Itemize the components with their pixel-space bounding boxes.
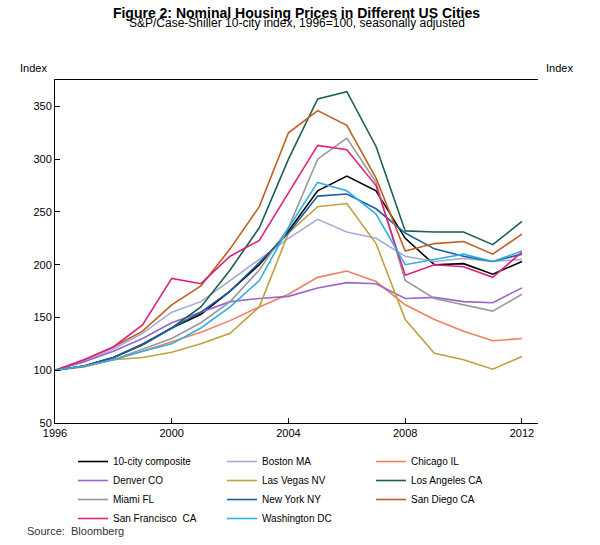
svg-text:50: 50 — [40, 417, 52, 429]
svg-text:Index: Index — [20, 62, 47, 74]
svg-text:Boston MA: Boston MA — [262, 456, 311, 467]
svg-text:200: 200 — [33, 259, 51, 271]
svg-text:10-city composite: 10-city composite — [113, 456, 191, 467]
svg-text:San Francisco CA: San Francisco CA — [113, 513, 197, 524]
svg-text:S&P/Case-Shiller 10-city index: S&P/Case-Shiller 10-city index, 1996=100… — [129, 16, 465, 30]
svg-text:350: 350 — [33, 100, 51, 112]
svg-text:300: 300 — [33, 153, 51, 165]
svg-text:2000: 2000 — [159, 427, 183, 439]
svg-text:Los Angeles CA: Los Angeles CA — [411, 475, 482, 486]
svg-text:1996: 1996 — [43, 427, 67, 439]
svg-text:San Diego CA: San Diego CA — [411, 494, 475, 505]
svg-text:150: 150 — [33, 311, 51, 323]
svg-text:New York NY: New York NY — [262, 494, 321, 505]
svg-text:2004: 2004 — [276, 427, 300, 439]
svg-text:Index: Index — [546, 62, 573, 74]
svg-text:100: 100 — [33, 364, 51, 376]
svg-text:250: 250 — [33, 206, 51, 218]
svg-text:2012: 2012 — [510, 427, 534, 439]
svg-text:Las Vegas NV: Las Vegas NV — [262, 475, 326, 486]
svg-text:Source: Bloomberg: Source: Bloomberg — [27, 525, 124, 537]
svg-text:Washington DC: Washington DC — [262, 513, 332, 524]
svg-text:Figure 2: Nominal Housing Pric: Figure 2: Nominal Housing Prices in Diff… — [113, 5, 480, 21]
svg-text:Denver CO: Denver CO — [113, 475, 163, 486]
svg-text:Miami FL: Miami FL — [113, 494, 155, 505]
svg-text:2008: 2008 — [393, 427, 417, 439]
svg-text:Chicago IL: Chicago IL — [411, 456, 459, 467]
